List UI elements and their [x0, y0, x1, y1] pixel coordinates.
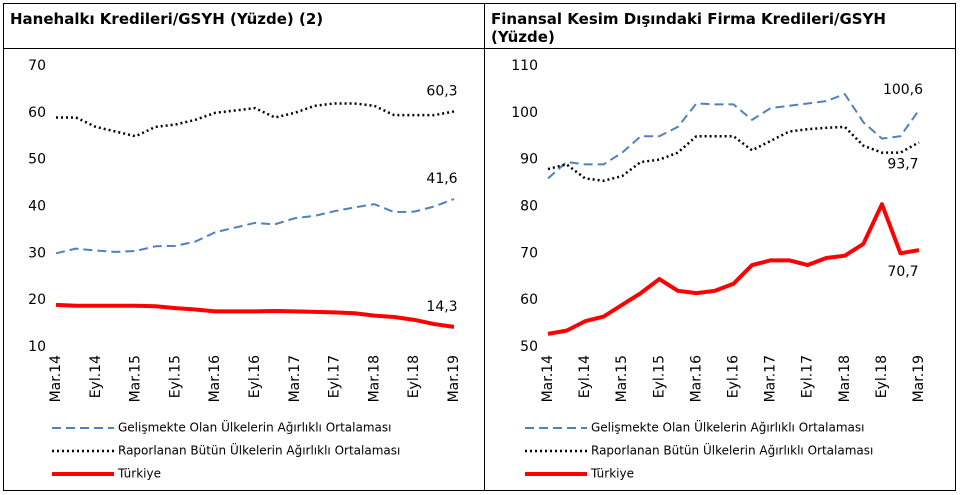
series-line [547, 202, 920, 336]
y-tick-label: 30 [28, 245, 46, 261]
x-tick-label: Eyl.18 [874, 355, 890, 398]
x-tick-label: Mar.14 [540, 355, 556, 402]
x-tick-label: Eyl.14 [88, 355, 104, 398]
data-label: 14,3 [426, 299, 457, 315]
x-tick-label: Mar.18 [837, 355, 853, 402]
panel: Finansal Kesim Dışındaki Firma Kredileri… [484, 3, 956, 491]
y-tick-label: 70 [28, 58, 46, 74]
y-tick-label: 60 [520, 292, 538, 308]
series-line [55, 302, 455, 329]
y-tick-label: 20 [28, 292, 46, 308]
legend-label: Gelişmekte Olan Ülkelerin Ağırlıklı Orta… [591, 419, 864, 435]
y-tick-label: 10 [28, 339, 46, 355]
y-tick-label: 50 [28, 152, 46, 168]
y-tick-label: 110 [511, 58, 538, 74]
chart-title: Finansal Kesim Dışındaki Firma Kredileri… [485, 4, 955, 49]
y-tick-label: 100 [511, 105, 538, 121]
chart-title: Hanehalkı Kredileri/GSYH (Yüzde) (2) [4, 4, 484, 49]
series-line [547, 125, 920, 182]
y-tick-label: 90 [520, 152, 538, 168]
series-line [547, 93, 920, 180]
x-tick-label: Mar.19 [446, 355, 462, 402]
panel: Hanehalkı Kredileri/GSYH (Yüzde) (2) 10 2… [3, 3, 485, 491]
data-label: 70,7 [887, 264, 918, 280]
x-tick-label: Eyl.16 [726, 355, 742, 398]
x-tick-label: Eyl.14 [577, 355, 593, 398]
y-tick-label: 40 [28, 199, 46, 215]
chart: 10 20 30 40 50 60 70 Mar.14 Eyl.14 Mar.15 Eyl.15 Ma… [28, 58, 462, 481]
x-tick-label: Mar.15 [614, 355, 630, 402]
data-label: 100,6 [883, 82, 923, 98]
x-tick-label: Eyl.17 [800, 355, 816, 398]
y-tick-label: 60 [28, 105, 46, 121]
legend-label: Gelişmekte Olan Ülkelerin Ağırlıklı Orta… [118, 419, 391, 435]
y-tick-label: 70 [520, 245, 538, 261]
legend-label: Türkiye [117, 467, 161, 481]
x-tick-label: Mar.19 [911, 355, 927, 402]
legend-label: Raporlanan Bütün Ülkelerin Ağırlıklı Ort… [591, 442, 873, 458]
x-tick-label: Mar.17 [763, 355, 779, 402]
legend-label: Türkiye [590, 467, 634, 481]
y-tick-label: 50 [520, 339, 538, 355]
chart: 50 60 70 80 90 100 110 Mar.14 Eyl.14 Mar.15 Eyl.15… [511, 58, 927, 481]
data-label: 60,3 [426, 83, 457, 99]
x-tick-label: Eyl.18 [406, 355, 422, 398]
x-tick-label: Mar.17 [287, 355, 303, 402]
data-label: 41,6 [426, 171, 457, 187]
x-tick-label: Mar.18 [366, 355, 382, 402]
series-line [55, 198, 455, 255]
legend-label: Raporlanan Bütün Ülkelerin Ağırlıklı Ort… [118, 442, 400, 458]
x-tick-label: Eyl.15 [651, 355, 667, 398]
data-label: 93,7 [887, 156, 918, 172]
x-tick-label: Eyl.16 [247, 355, 263, 398]
x-tick-label: Mar.16 [688, 355, 704, 402]
series-line [56, 102, 455, 138]
x-tick-label: Eyl.17 [327, 355, 343, 398]
x-tick-label: Mar.15 [128, 355, 144, 402]
x-tick-label: Mar.14 [48, 355, 64, 402]
x-tick-label: Eyl.15 [167, 355, 183, 398]
y-tick-label: 80 [520, 199, 538, 215]
x-tick-label: Mar.16 [207, 355, 223, 402]
